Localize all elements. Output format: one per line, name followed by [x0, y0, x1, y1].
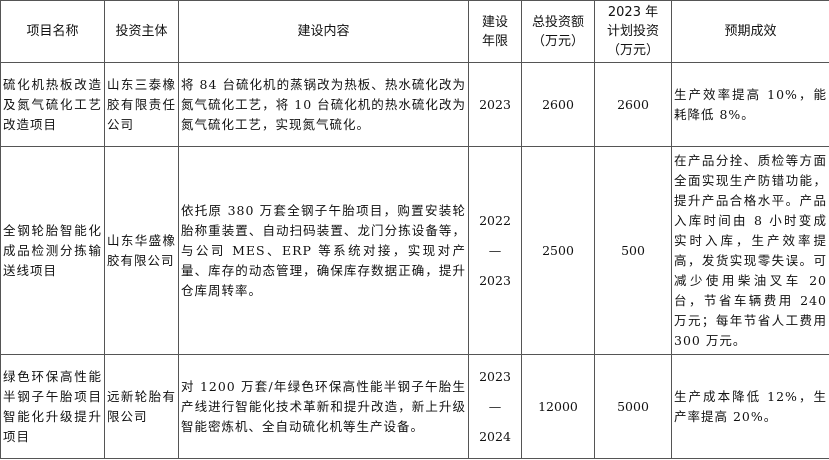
cell-plan-2023: 5000	[594, 354, 672, 459]
cell-period: 2023	[468, 62, 522, 147]
header-effect: 预期成效	[671, 0, 829, 63]
cell-effect: 在产品分拴、质检等方面全面实现生产防错功能，提升产品合格水平。产品入库时间由 8…	[671, 146, 829, 355]
period-text: 2023—2024	[479, 368, 511, 444]
table-row: 绿色环保高性能半钢子午胎项目智能化升级提升项目 远新轮胎有限公司 对 1200 …	[0, 354, 829, 459]
cell-effect: 生产效率提高 10%，能耗降低 8%。	[671, 62, 829, 147]
header-row: 项目名称 投资主体 建设内容 建设年限 总投资额 （万元） 2023 年计划投资 （…	[0, 0, 829, 63]
header-text: 总投资额	[531, 14, 584, 30]
header-total: 总投资额 （万元）	[521, 0, 595, 63]
header-content: 建设内容	[178, 0, 469, 63]
header-investor: 投资主体	[104, 0, 179, 63]
cell-content: 对 1200 万套/年绿色环保高性能半钢子午胎生产线进行智能化技术革新和提升改造…	[178, 354, 469, 459]
table-row: 全钢轮胎智能化成品检测分拣输送线项目 山东华盛橡胶有限公司 依托原 380 万套…	[0, 146, 829, 355]
header-text: 预期成效	[724, 24, 777, 39]
header-text: 2023 年	[607, 5, 659, 20]
table-row: 硫化机热板改造及氮气硫化工艺改造项目 山东三泰橡胶有限责任公司 将 84 台硫化…	[0, 62, 829, 147]
cell-project-name: 绿色环保高性能半钢子午胎项目智能化升级提升项目	[0, 354, 105, 459]
cell-effect: 生产成本降低 12%，生产率提高 20%。	[671, 354, 829, 459]
cell-plan-2023: 2600	[594, 62, 672, 147]
cell-period: 2023—2024	[468, 354, 522, 459]
cell-plan-2023: 500	[594, 146, 672, 355]
header-plan-2023: 2023 年计划投资 （万元）	[594, 0, 672, 63]
cell-period: 2022—2023	[468, 146, 522, 355]
header-text: 项目名称	[26, 24, 79, 39]
header-text: 建设内容	[297, 24, 350, 39]
header-text: （万元）	[531, 33, 584, 49]
cell-investor: 远新轮胎有限公司	[104, 354, 179, 459]
cell-total: 12000	[521, 354, 595, 459]
cell-total: 2600	[521, 62, 595, 147]
header-text: （万元）	[606, 43, 659, 58]
header-text: 投资主体	[115, 24, 168, 39]
cell-total: 2500	[521, 146, 595, 355]
header-text: 计划投资	[606, 24, 659, 39]
header-project-name: 项目名称	[0, 0, 105, 63]
cell-content: 将 84 台硫化机的蒸锅改为热板、热水硫化改为氮气硫化工艺，将 10 台硫化机的…	[178, 62, 469, 147]
cell-project-name: 硫化机热板改造及氮气硫化工艺改造项目	[0, 62, 105, 147]
cell-content: 依托原 380 万套全钢子午胎项目，购置安装轮胎称重装置、自动扫码装置、龙门分拣…	[178, 146, 469, 355]
header-text: 建设年限	[481, 14, 508, 49]
cell-investor: 山东华盛橡胶有限公司	[104, 146, 179, 355]
period-text: 2022—2023	[479, 212, 511, 288]
cell-investor: 山东三泰橡胶有限责任公司	[104, 62, 179, 147]
header-period: 建设年限	[468, 0, 522, 63]
cell-project-name: 全钢轮胎智能化成品检测分拣输送线项目	[0, 146, 105, 355]
